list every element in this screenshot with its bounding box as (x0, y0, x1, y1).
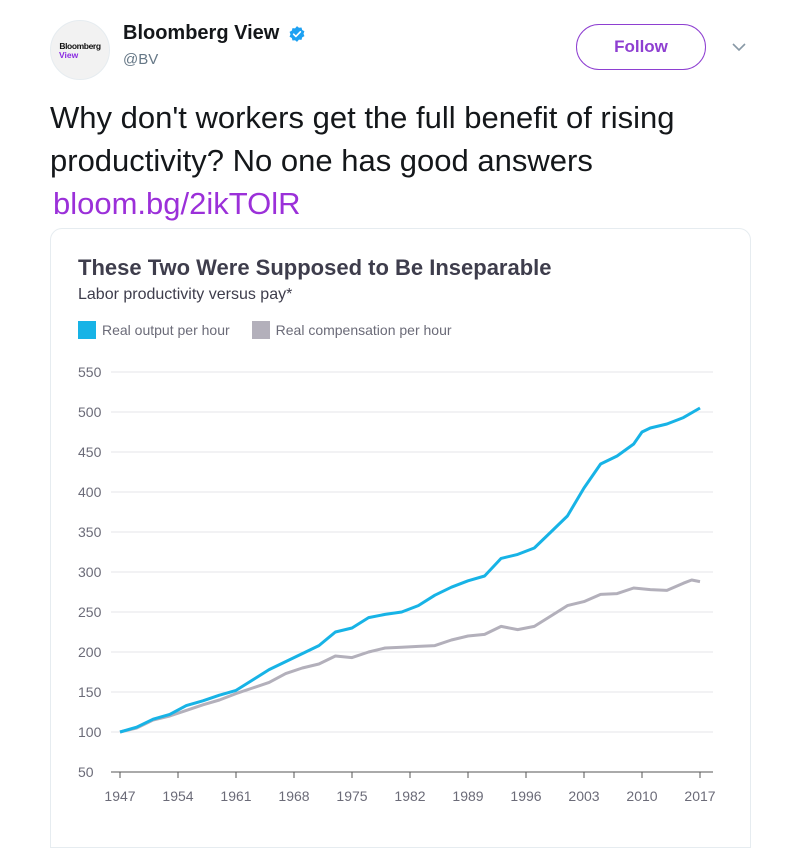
tweet-link[interactable]: bloom.bg/2ikTOlR (53, 186, 301, 221)
x-tick-label: 1996 (510, 788, 541, 804)
chevron-down-icon[interactable] (730, 40, 748, 54)
y-tick-label: 300 (78, 564, 102, 580)
x-tick-label: 1968 (278, 788, 309, 804)
chart-card[interactable]: These Two Were Supposed to Be Inseparabl… (50, 228, 751, 848)
y-tick-label: 50 (78, 764, 94, 780)
y-tick-label: 150 (78, 684, 102, 700)
x-tick-label: 2010 (626, 788, 657, 804)
x-tick-label: 2017 (684, 788, 715, 804)
account-info: Bloomberg View @BV (123, 22, 306, 68)
x-tick-label: 1989 (452, 788, 483, 804)
avatar-sub-text: View (59, 49, 79, 60)
legend-item-output: Real output per hour (78, 321, 230, 339)
legend-item-compensation: Real compensation per hour (251, 321, 452, 339)
legend-swatch-compensation (251, 321, 270, 339)
y-tick-label: 500 (78, 404, 102, 420)
x-tick-label: 1975 (336, 788, 367, 804)
chart-subtitle: Labor productivity versus pay* (78, 286, 293, 303)
y-tick-label: 100 (78, 724, 102, 740)
legend-label-compensation: Real compensation per hour (275, 322, 452, 338)
avatar[interactable]: Bloomberg View (50, 20, 110, 80)
tweet-body: Why don't workers get the full benefit o… (50, 100, 675, 178)
x-tick-label: 1982 (394, 788, 425, 804)
tweet-text: Why don't workers get the full benefit o… (50, 96, 770, 225)
y-tick-label: 450 (78, 444, 102, 460)
y-tick-label: 250 (78, 604, 102, 620)
legend-label-output: Real output per hour (102, 322, 230, 338)
x-tick-label: 1954 (162, 788, 193, 804)
legend-swatch-output (78, 321, 96, 339)
avatar-brand-text: Bloomberg (59, 40, 101, 51)
series-line-compensation (119, 578, 701, 734)
line-chart: 50 100 150 200 250 300 350 400 450 500 550 1947 1954… (78, 364, 716, 804)
account-handle[interactable]: @BV (123, 51, 159, 68)
y-tick-label: 200 (78, 644, 102, 660)
x-tick-label: 1947 (104, 788, 135, 804)
series-line-output (119, 406, 701, 734)
verified-badge-icon (289, 25, 305, 42)
x-tick-label: 2003 (568, 788, 599, 804)
y-tick-label: 550 (78, 364, 102, 380)
y-tick-label: 350 (78, 524, 102, 540)
display-name[interactable]: Bloomberg View (123, 22, 280, 44)
y-tick-label: 400 (78, 484, 102, 500)
chart-legend: Real output per hour Real compensation p… (78, 321, 474, 339)
chart-title: These Two Were Supposed to Be Inseparabl… (78, 255, 552, 280)
x-tick-label: 1961 (220, 788, 251, 804)
follow-button[interactable]: Follow (576, 24, 706, 70)
